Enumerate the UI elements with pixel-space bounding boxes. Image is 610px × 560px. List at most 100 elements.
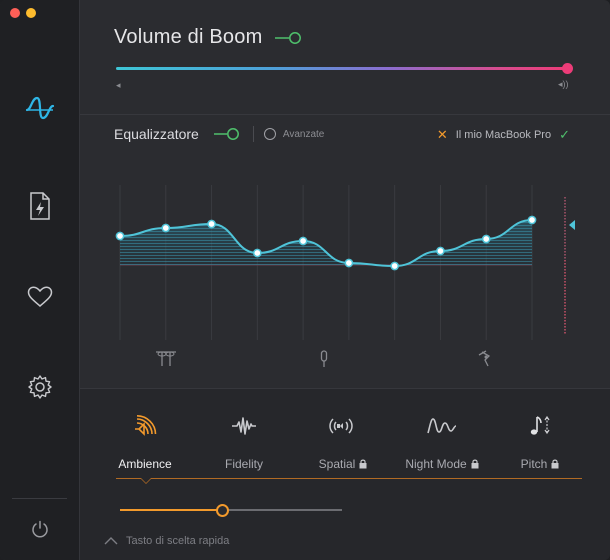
preamp-meter-tick [564,212,566,214]
effect-label: Night Mode [405,457,467,471]
advanced-label[interactable]: Avanzate [282,128,325,140]
sidebar-item-boom[interactable] [0,95,79,121]
equalizer-band-handle[interactable] [481,234,491,244]
preamp-meter-tick [564,320,566,322]
preamp-meter-tick [564,215,566,217]
preamp-meter-tick [564,278,566,280]
preamp-meter-tick [564,257,566,259]
equalizer-band-handle[interactable] [207,219,216,229]
preamp-meter-tick [564,266,566,268]
effect-label-row: Spatial [293,457,393,471]
preamp-meter-tick [564,209,566,211]
preamp-meter-tick [564,206,566,208]
preamp-meter-tick [564,263,566,265]
volume-slider-knob[interactable] [562,63,573,74]
volume-slider[interactable] [116,67,567,70]
preamp-meter-tick [564,236,566,238]
equalizer-band-handle[interactable] [527,215,537,225]
close-icon[interactable]: ✕ [436,127,448,142]
selected-effect-pointer-inner [141,478,151,483]
sidebar-divider [12,498,67,499]
preamp-meter-tick [564,296,566,298]
effect-pitch[interactable]: Pitch [490,413,590,471]
hotkey-label[interactable]: Tasto di scelta rapida [126,535,230,547]
effects-underline [116,478,582,479]
preamp-meter-tick [564,305,566,307]
effect-label: Spatial [318,457,356,471]
preamp-meter-tick [564,281,566,283]
equalizer-graph[interactable] [80,165,610,385]
output-device[interactable]: ✕ Il mio MacBook Pro ✓ [437,127,570,143]
header-separator [252,126,254,142]
boom-toggle-icon[interactable] [274,31,304,45]
effect-label: Pitch [520,457,548,471]
sidebar-item-settings[interactable] [0,374,79,400]
preamp-meter-tick [564,230,566,232]
effect-label: Ambience [118,457,172,471]
ambience-icon [135,415,157,436]
equalizer-toggle-icon[interactable] [213,127,241,141]
equalizer-band-handle[interactable] [252,248,262,258]
sidebar-item-favorites[interactable] [0,286,79,308]
power-icon [31,520,48,538]
preamp-meter-tick [564,311,566,313]
close-button[interactable] [10,8,20,18]
fidelity-icon [232,417,256,435]
preamp-meter-tick [564,293,566,295]
heart-icon [27,286,52,307]
equalizer-band-handle[interactable] [390,261,400,271]
preamp-meter-tick [564,299,566,301]
preamp-meter-tick [564,245,566,247]
file-boost-icon [29,192,50,220]
treble-icon [156,351,176,366]
night-mode-icon [427,418,457,434]
lock-icon [359,459,367,469]
equalizer-band-handle[interactable] [298,236,308,246]
bass-icon [478,350,491,367]
preamp-meter-tick [564,269,566,271]
equalizer-header: Equalizzatore Avanzate [114,126,324,142]
sidebar-item-power[interactable] [0,520,79,538]
effect-ambience[interactable]: Ambience [95,413,195,471]
preamp-meter-tick [564,314,566,316]
device-name[interactable]: Il mio MacBook Pro [455,129,552,141]
effect-label-row: Pitch [490,457,590,471]
gear-icon [27,375,52,399]
effect-night-mode[interactable]: Night Mode [392,413,492,471]
ambience-slider[interactable] [120,509,342,511]
volume-header: Volume di Boom [114,26,304,49]
mic-icon [320,350,328,367]
volume-level-dashes-right [364,97,569,99]
sidebar-item-boost[interactable] [0,192,79,220]
check-icon: ✓ [559,127,570,142]
sidebar [0,0,80,560]
preamp-meter-tick [564,221,566,223]
preamp-meter-tick [564,284,566,286]
effect-spatial[interactable]: Spatial [293,413,393,471]
preamp-meter-tick [564,227,566,229]
preamp-meter-tick [564,254,566,256]
equalizer-band-handle[interactable] [161,223,171,233]
ambience-slider-knob[interactable] [216,504,230,517]
effect-label-row: Night Mode [392,457,492,471]
equalizer-band-handle[interactable] [115,231,125,241]
preamp-meter-tick [564,329,566,331]
equalizer-area-hatch [120,220,532,266]
preamp-meter-tick [564,332,566,334]
lock-icon [551,459,559,469]
minimize-button[interactable] [26,8,36,18]
preamp-meter-tick [564,233,566,235]
advanced-radio[interactable] [263,128,276,140]
preamp-meter-tick [564,272,566,274]
pitch-icon [530,415,550,435]
ambience-slider-fill [120,509,223,511]
equalizer-band-handle[interactable] [344,258,354,268]
equalizer-label: Equalizzatore [114,126,199,142]
preamp-meter-tick [564,251,566,253]
effect-fidelity[interactable]: Fidelity [194,413,294,471]
preamp-marker[interactable] [569,220,575,230]
equalizer-band-handle[interactable] [436,246,445,256]
spatial-icon [329,418,353,434]
hotkey-toggle[interactable]: Tasto di scelta rapida [104,535,229,547]
preamp-meter[interactable] [564,197,566,334]
